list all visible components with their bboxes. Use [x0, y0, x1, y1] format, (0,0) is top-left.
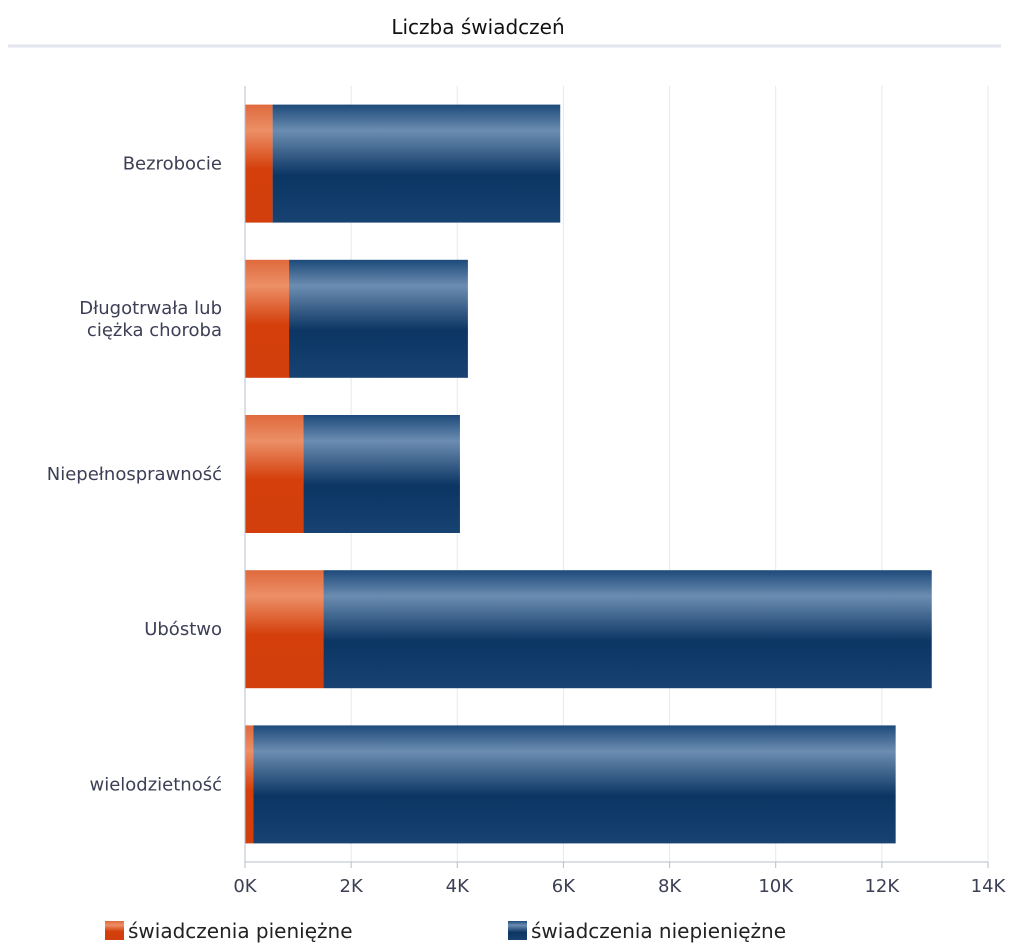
- x-tick-label: 2K: [340, 876, 364, 897]
- legend: świadczenia pieniężne świadczenia niepie…: [105, 919, 786, 943]
- chart-title: Liczba świadczeń: [391, 15, 564, 39]
- legend-label-cash: świadczenia pieniężne: [128, 919, 353, 943]
- x-tick-label: 12K: [864, 876, 900, 897]
- bar-noncash-3[interactable]: [323, 570, 932, 689]
- category-label: wielodzietność: [89, 774, 222, 795]
- category-label: Niepełnosprawność: [47, 464, 222, 485]
- legend-swatch-noncash: [508, 921, 527, 940]
- bar-cash-1[interactable]: [245, 259, 290, 378]
- bar-cash-0[interactable]: [245, 104, 273, 223]
- x-tick-label: 8K: [658, 876, 682, 897]
- category-label: Bezrobocie: [123, 154, 222, 175]
- x-tick-labels: 0K 2K 4K 6K 8K 10K 12K 14K: [233, 876, 1006, 897]
- category-label: Długotrwała lub ciężka choroba: [79, 298, 222, 341]
- x-tick-label: 4K: [446, 876, 470, 897]
- legend-item-cash[interactable]: świadczenia pieniężne: [105, 919, 353, 943]
- bar-cash-2[interactable]: [245, 415, 304, 533]
- x-tick-label: 0K: [233, 876, 257, 897]
- bar-noncash-1[interactable]: [289, 259, 468, 378]
- legend-label-noncash: świadczenia niepieniężne: [531, 919, 786, 943]
- bars: [245, 104, 932, 844]
- category-label: Ubóstwo: [144, 619, 222, 640]
- bar-cash-3[interactable]: [245, 570, 324, 689]
- x-tick-label: 6K: [552, 876, 576, 897]
- bar-noncash-4[interactable]: [253, 725, 896, 844]
- x-tick-label: 10K: [758, 876, 794, 897]
- bar-noncash-0[interactable]: [272, 104, 561, 223]
- bar-noncash-2[interactable]: [303, 415, 460, 533]
- legend-swatch-cash: [105, 921, 124, 940]
- legend-item-noncash[interactable]: świadczenia niepieniężne: [508, 919, 786, 943]
- axes: [244, 86, 988, 863]
- category-labels: Bezrobocie Długotrwała lub ciężka choroba N…: [47, 154, 222, 796]
- x-tick-label: 14K: [971, 876, 1007, 897]
- bar-cash-4[interactable]: [245, 725, 254, 844]
